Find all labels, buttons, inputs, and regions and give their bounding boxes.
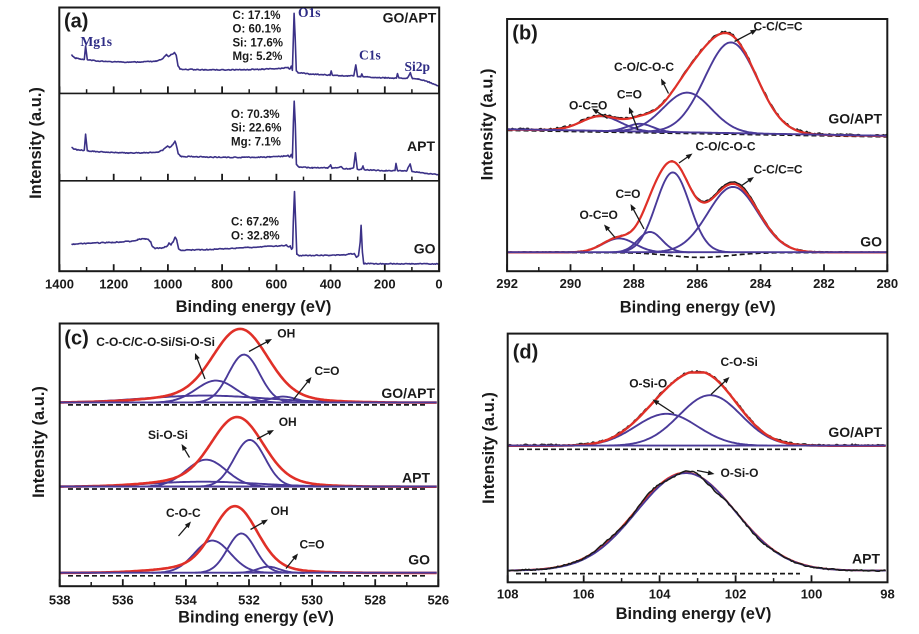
svg-text:200: 200 [374,277,396,292]
svg-text:100: 100 [801,587,823,602]
svg-text:600: 600 [266,277,288,292]
svg-text:GO/APT: GO/APT [828,424,882,440]
svg-text:Si2p: Si2p [405,59,431,74]
svg-text:C: 67.2%: C: 67.2% [231,217,279,229]
svg-text:538: 538 [49,593,71,608]
svg-text:C-O/C-O-C: C-O/C-O-C [696,140,756,154]
svg-text:C-C/C=C: C-C/C=C [754,20,803,34]
svg-text:C: 17.1%: C: 17.1% [233,10,281,22]
svg-text:1200: 1200 [99,277,128,292]
svg-text:Binding energy (eV): Binding energy (eV) [176,298,332,316]
svg-text:Binding energy (eV): Binding energy (eV) [178,609,334,627]
svg-text:O: 32.8%: O: 32.8% [231,230,280,242]
svg-text:800: 800 [211,277,233,292]
svg-text:OH: OH [271,504,289,518]
svg-text:O: 70.3%: O: 70.3% [231,109,280,121]
svg-text:APT: APT [852,551,880,567]
svg-text:APT: APT [407,138,435,154]
svg-text:1400: 1400 [45,277,74,292]
svg-text:Mg: 5.2%: Mg: 5.2% [233,51,283,63]
svg-text:C-C/C=C: C-C/C=C [754,163,803,177]
svg-text:GO/APT: GO/APT [828,111,882,127]
svg-text:108: 108 [497,587,519,602]
svg-text:GO: GO [860,233,882,249]
svg-text:534: 534 [175,593,197,608]
svg-text:530: 530 [301,593,323,608]
svg-text:536: 536 [112,593,134,608]
svg-text:Binding energy (eV): Binding energy (eV) [616,605,772,623]
svg-text:400: 400 [320,277,342,292]
svg-text:Si: 22.6%: Si: 22.6% [231,123,282,135]
svg-text:Si: 17.6%: Si: 17.6% [233,37,284,49]
svg-text:(d): (d) [513,342,539,364]
svg-text:C-O-Si: C-O-Si [721,355,758,369]
svg-text:O: 60.1%: O: 60.1% [233,24,282,36]
svg-text:(b): (b) [512,23,538,45]
svg-text:OH: OH [277,327,295,341]
svg-text:Si-O-Si: Si-O-Si [148,428,188,442]
svg-text:APT: APT [402,470,430,486]
svg-text:280: 280 [876,276,898,291]
svg-text:292: 292 [496,276,518,291]
svg-text:526: 526 [427,593,449,608]
svg-text:C-O-C/C-O-Si/Si-O-Si: C-O-C/C-O-Si/Si-O-Si [96,335,215,349]
svg-text:C=O: C=O [300,538,325,552]
svg-text:O-Si-O: O-Si-O [721,466,759,480]
svg-text:O1s: O1s [298,5,321,20]
svg-text:Binding energy (eV): Binding energy (eV) [620,299,776,317]
svg-text:282: 282 [813,276,835,291]
svg-text:Intensity (a.u.): Intensity (a.u.) [480,392,498,504]
svg-text:102: 102 [725,587,747,602]
svg-text:(a): (a) [64,11,88,33]
svg-text:C-O/C-O-C: C-O/C-O-C [614,60,674,74]
svg-text:528: 528 [364,593,386,608]
svg-text:Mg: 7.1%: Mg: 7.1% [231,136,281,148]
svg-text:C1s: C1s [359,48,381,63]
svg-text:288: 288 [623,276,645,291]
svg-text:98: 98 [880,587,894,602]
svg-text:532: 532 [238,593,260,608]
svg-text:1000: 1000 [153,277,182,292]
svg-text:Intensity (a.u.): Intensity (a.u.) [30,386,48,498]
svg-text:C=O: C=O [617,88,642,102]
svg-text:104: 104 [649,587,671,602]
svg-text:C-O-C: C-O-C [166,506,201,520]
svg-text:0: 0 [435,277,442,292]
svg-text:O-C=O: O-C=O [569,99,607,113]
svg-text:C=O: C=O [315,364,340,378]
svg-text:O-C=O: O-C=O [580,208,618,222]
svg-text:Mg1s: Mg1s [81,34,113,49]
svg-text:OH: OH [279,415,297,429]
svg-text:O-Si-O: O-Si-O [629,377,667,391]
svg-text:106: 106 [573,587,595,602]
svg-text:286: 286 [686,276,708,291]
svg-text:GO: GO [414,241,436,257]
svg-text:Intensity (a.u.): Intensity (a.u.) [478,68,496,180]
svg-text:290: 290 [560,276,582,291]
svg-text:GO/APT: GO/APT [383,10,437,26]
svg-text:GO: GO [408,552,430,568]
svg-text:Intensity (a.u.): Intensity (a.u.) [27,87,45,199]
svg-text:284: 284 [750,276,772,291]
svg-text:GO/APT: GO/APT [381,385,435,401]
svg-text:C=O: C=O [616,187,641,201]
svg-text:(c): (c) [64,327,88,349]
